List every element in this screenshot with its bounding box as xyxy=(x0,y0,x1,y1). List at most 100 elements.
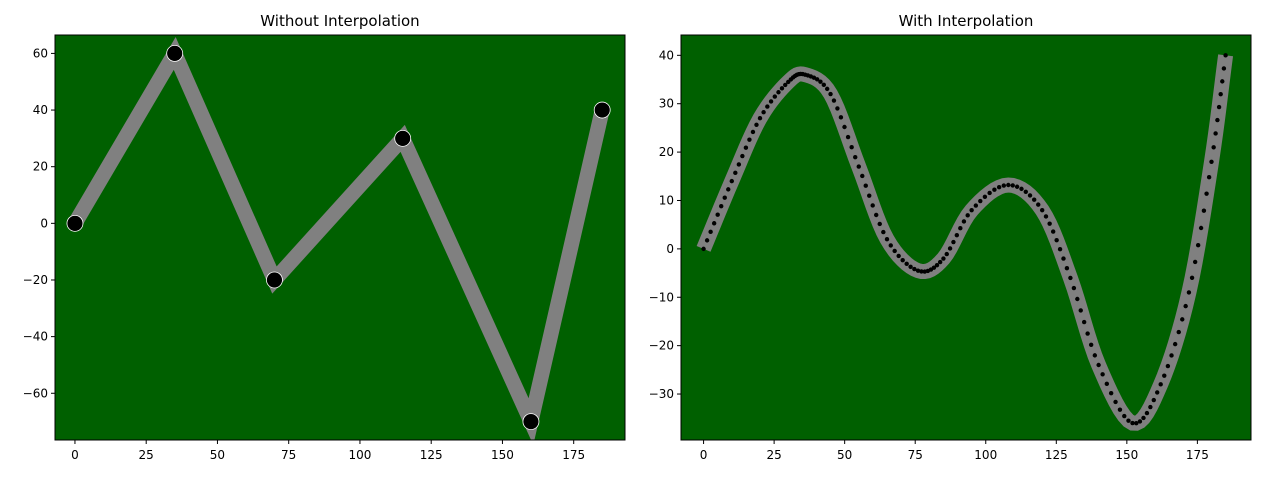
data-point xyxy=(1180,317,1185,322)
data-point xyxy=(978,198,983,204)
data-point xyxy=(954,232,960,238)
axes-frame xyxy=(54,34,626,441)
data-point xyxy=(1151,397,1156,403)
data-point xyxy=(987,190,992,196)
data-point xyxy=(761,110,766,115)
data-point xyxy=(965,213,970,218)
data-point xyxy=(849,145,854,150)
data-point xyxy=(1071,285,1077,291)
data-point xyxy=(166,45,184,62)
data-point xyxy=(937,259,943,265)
data-point xyxy=(1176,329,1181,335)
data-point xyxy=(66,214,84,232)
data-point xyxy=(757,116,763,121)
data-point xyxy=(1047,221,1052,226)
data-point xyxy=(881,229,886,235)
data-point xyxy=(1137,419,1143,424)
data-point xyxy=(1221,66,1227,71)
data-point xyxy=(1096,362,1101,368)
data-point xyxy=(860,173,865,179)
data-point xyxy=(1031,197,1037,202)
data-point xyxy=(1122,413,1127,419)
data-point xyxy=(783,82,788,88)
data-point xyxy=(1014,184,1020,189)
chart-right: 0 25 50 75 100 125 150 175 −30 −20 −10 0 10 20 30 40 Wi… xyxy=(649,12,1252,462)
data-point xyxy=(1100,372,1105,377)
data-point xyxy=(867,193,872,198)
data-point xyxy=(835,106,840,111)
data-point xyxy=(768,99,774,104)
data-point xyxy=(779,86,785,91)
data-point xyxy=(1078,308,1083,313)
y-tick-label: −10 xyxy=(649,290,674,304)
axes-right: 0 25 50 75 100 125 150 175 −30 −20 −10 0 10 20 30 40 xyxy=(649,34,1252,462)
data-point xyxy=(992,187,997,192)
data-point xyxy=(838,115,844,120)
data-point xyxy=(1209,159,1214,164)
chart-left: 0 25 50 75 100 125 150 175 −60 −40 −20 0 20 40 60 With… xyxy=(23,12,626,462)
data-point xyxy=(996,185,1002,190)
data-point xyxy=(1134,421,1139,426)
x-tick-label: 75 xyxy=(908,448,923,462)
data-point xyxy=(1218,91,1223,97)
data-point xyxy=(1148,404,1153,410)
data-point xyxy=(912,266,917,272)
y-tick-label: 60 xyxy=(33,46,48,60)
x-tick-label: 0 xyxy=(700,448,708,462)
data-point xyxy=(1206,175,1212,180)
data-point xyxy=(904,261,909,267)
data-point xyxy=(947,246,953,251)
x-tick-label: 100 xyxy=(974,448,997,462)
data-point xyxy=(733,170,738,176)
data-point xyxy=(593,101,611,119)
data-point xyxy=(828,91,833,97)
y-tick-label: −40 xyxy=(23,330,48,344)
data-point xyxy=(1023,189,1028,194)
data-point xyxy=(884,236,890,242)
data-point xyxy=(944,251,949,257)
y-tick-label: −20 xyxy=(23,273,48,287)
data-point xyxy=(969,207,974,213)
data-point xyxy=(747,137,752,142)
data-point xyxy=(1010,183,1015,188)
data-point xyxy=(1183,303,1188,309)
data-point xyxy=(1189,275,1195,280)
y-tick-label: −20 xyxy=(649,339,674,353)
data-point xyxy=(1108,390,1114,396)
y-tick-label: 40 xyxy=(33,103,48,117)
data-point xyxy=(1165,363,1171,369)
y-tick-label: 30 xyxy=(659,97,674,111)
data-point xyxy=(934,262,940,268)
data-point xyxy=(941,256,946,261)
data-point xyxy=(1223,53,1228,58)
x-tick-label: 25 xyxy=(766,448,781,462)
data-point xyxy=(1211,145,1216,150)
x-tick-label: 175 xyxy=(1186,448,1209,462)
data-point xyxy=(1075,296,1080,302)
data-point xyxy=(877,221,882,227)
data-point xyxy=(743,145,749,150)
x-tick-label: 175 xyxy=(562,448,585,462)
data-point xyxy=(870,203,875,208)
data-point xyxy=(1169,353,1174,358)
data-point xyxy=(711,221,717,226)
data-point xyxy=(719,203,724,209)
data-point xyxy=(814,77,820,82)
y-tick-label: 40 xyxy=(659,48,674,62)
data-point xyxy=(1162,373,1167,378)
data-point xyxy=(522,413,540,430)
data-point xyxy=(1198,225,1204,231)
data-point xyxy=(1092,353,1098,358)
data-point xyxy=(1172,341,1178,347)
data-point xyxy=(1155,390,1160,395)
data-point xyxy=(1186,290,1192,295)
series-line xyxy=(68,36,610,440)
axes-left: 0 25 50 75 100 125 150 175 −60 −40 −20 0 20 40 60 xyxy=(23,34,626,462)
data-point xyxy=(266,271,283,289)
data-point xyxy=(736,162,742,167)
y-tick-label: 0 xyxy=(666,242,674,256)
data-point xyxy=(1027,193,1033,198)
y-tick-label: 10 xyxy=(659,193,674,207)
series-right xyxy=(696,53,1234,431)
data-point xyxy=(961,219,967,224)
